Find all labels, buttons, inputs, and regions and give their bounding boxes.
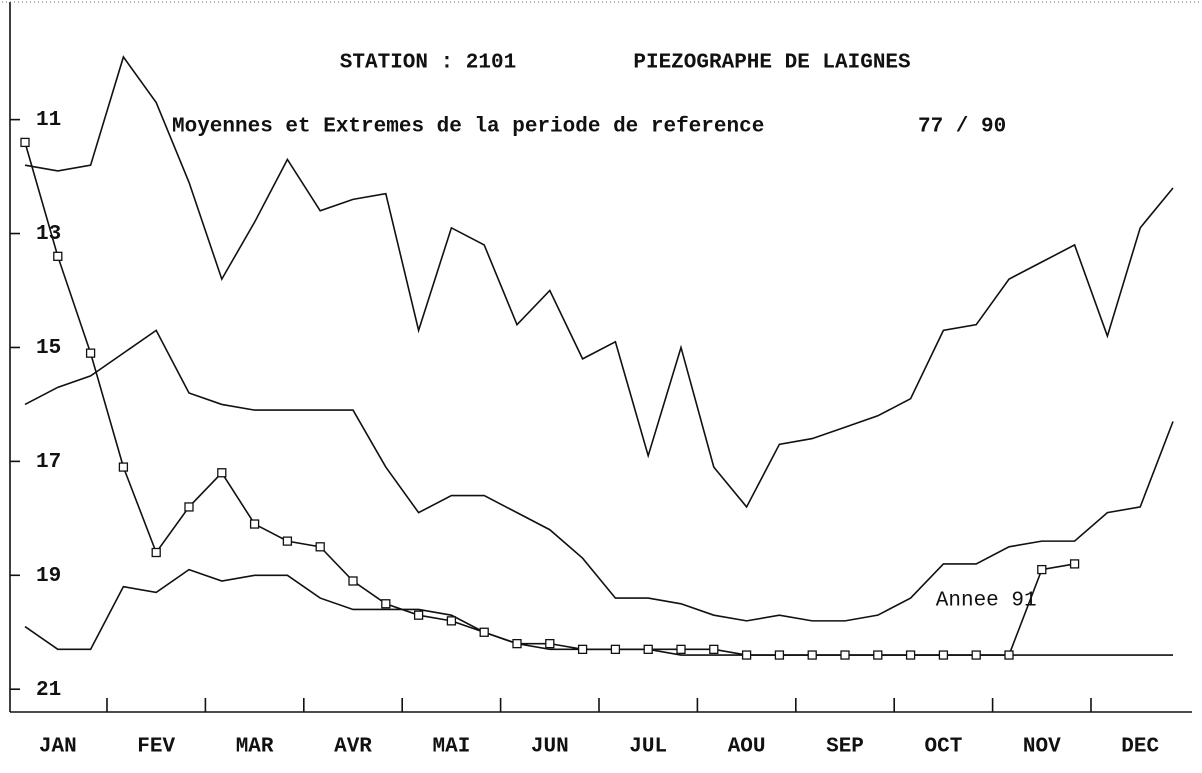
marker [446,616,457,626]
x-tick-label: JUN [531,736,569,759]
x-tick-label: DEC [1121,736,1159,759]
series-line [24,329,1174,622]
marker [709,644,719,654]
marker [381,599,391,609]
marker [217,468,227,478]
x-tick-label: OCT [924,736,962,759]
period: 77 / 90 [918,116,1006,139]
x-tick-label: SEP [826,736,864,759]
marker [1037,564,1047,575]
chart-title: PIEZOGRAPHE DE LAIGNES [633,52,910,75]
marker [643,644,653,654]
marker [315,542,325,552]
marker [85,348,96,358]
marker [807,650,817,660]
marker [1004,650,1014,660]
marker [873,650,883,660]
series-label: Annee 91 [936,589,1037,612]
marker [53,251,63,261]
marker [151,547,161,558]
x-tick-label: MAR [236,736,274,759]
x-tick-label: JUL [629,736,667,759]
marker [938,650,949,660]
marker [905,650,916,660]
x-tick-label: FEV [137,736,175,759]
marker [1069,559,1080,569]
series-line [24,55,1174,509]
x-tick-label: NOV [1023,736,1061,759]
marker [479,627,489,637]
marker [413,610,424,620]
marker [184,502,194,512]
marker [545,638,555,649]
marker [577,644,588,654]
y-tick-label: 19 [36,565,61,588]
x-tick-label: AVR [334,736,372,759]
y-tick-label: 13 [36,223,61,246]
series-line [24,142,1075,656]
y-tick-label: 21 [36,679,61,702]
chart-subtitle: Moyennes et Extremes de la periode de re… [172,116,764,139]
marker [348,576,358,586]
x-tick-label: MAI [432,736,470,759]
marker [282,536,293,546]
marker [676,644,686,654]
marker [512,638,522,649]
marker [971,650,981,660]
y-tick-label: 15 [36,337,61,360]
marker [840,650,850,660]
station: STATION : 2101 [340,52,516,75]
x-tick-label: AOU [728,736,766,759]
marker [118,462,129,472]
marker [774,650,785,660]
marker [249,519,260,529]
marker [610,644,621,654]
y-tick-label: 11 [36,109,61,132]
marker [741,650,752,660]
y-tick-label: 17 [36,451,61,474]
x-tick-label: JAN [39,736,77,759]
marker [20,137,30,148]
